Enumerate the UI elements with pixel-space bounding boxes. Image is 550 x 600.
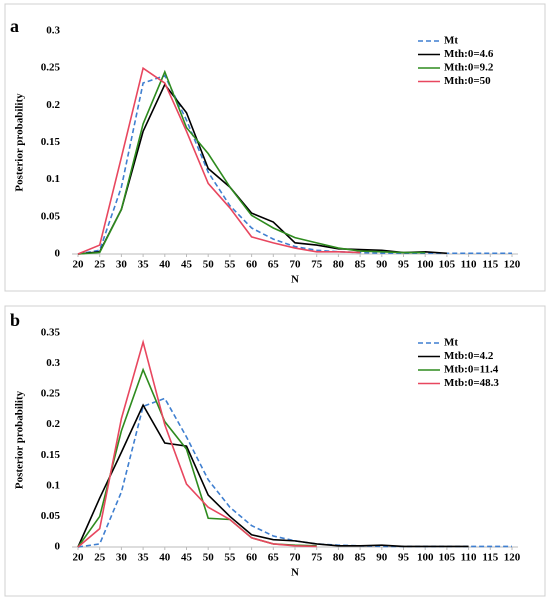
x-tick-label: 100 [417,259,434,271]
x-tick-label: 85 [355,259,367,271]
x-tick-label: 110 [461,552,477,564]
x-tick-label: 40 [159,259,171,271]
x-tick-label: 30 [116,259,128,271]
x-tick-label: 100 [417,552,434,564]
x-tick-label: 55 [224,259,236,271]
x-axis-title: N [291,567,299,579]
panel-frame [4,305,546,597]
y-tick-label: 0.2 [46,418,60,430]
x-tick-label: 25 [94,259,106,271]
y-tick-label: 0 [55,248,61,260]
x-tick-label: 70 [290,259,302,271]
y-tick-label: 0.05 [41,210,61,222]
x-tick-label: 75 [311,259,323,271]
x-tick-label: 55 [224,552,236,564]
legend-label: Mtb:0=4.2 [444,350,494,362]
y-tick-label: 0.25 [41,388,61,400]
x-tick-label: 115 [482,552,498,564]
x-tick-label: 85 [355,552,367,564]
y-tick-label: 0.3 [46,357,60,369]
x-axis-title: N [291,274,299,286]
x-tick-label: 65 [268,552,280,564]
series-line [77,74,512,255]
y-tick-label: 0.35 [41,327,61,339]
x-tick-label: 70 [290,552,302,564]
series-line [77,66,361,255]
x-tick-label: 120 [504,259,521,271]
y-axis-title: Posterior probability [14,390,26,489]
y-tick-label: 0.1 [46,479,60,491]
y-axis-title: Posterior probability [14,93,26,192]
x-tick-label: 45 [181,259,193,271]
series-line [77,82,447,255]
x-tick-label: 95 [398,552,410,564]
x-tick-label: 80 [333,552,345,564]
x-tick-label: 35 [138,259,150,271]
series-line [77,403,469,548]
panel-label: a [10,16,19,36]
x-tick-label: 110 [461,259,477,271]
x-tick-label: 45 [181,552,193,564]
y-tick-label: 0 [55,541,61,553]
y-tick-label: 0.3 [46,25,60,37]
y-tick-label: 0.1 [46,173,60,185]
x-tick-label: 65 [268,259,280,271]
y-tick-label: 0.15 [41,136,61,148]
x-tick-label: 95 [398,259,410,271]
x-tick-label: 120 [504,552,521,564]
x-tick-label: 90 [376,259,388,271]
series-line [77,339,317,548]
x-tick-label: 40 [159,552,171,564]
x-tick-label: 115 [482,259,498,271]
panel-frame [4,3,546,292]
x-tick-label: 30 [116,552,128,564]
legend-label: Mth:0=4.6 [444,48,494,60]
x-tick-label: 105 [439,259,456,271]
x-tick-label: 60 [246,552,258,564]
legend-label: Mtb:0=48.3 [444,377,499,389]
x-tick-label: 80 [333,259,345,271]
legend-label: Mth:0=9.2 [444,62,494,74]
y-tick-label: 0.2 [46,99,60,111]
x-tick-label: 50 [203,259,215,271]
x-tick-label: 20 [73,259,85,271]
y-tick-label: 0.15 [41,449,61,461]
x-tick-label: 105 [439,552,456,564]
x-tick-label: 50 [203,552,215,564]
x-tick-label: 60 [246,259,258,271]
x-tick-label: 75 [311,552,323,564]
x-tick-label: 25 [94,552,106,564]
legend-label: Mtb:0=11.4 [444,364,499,376]
x-tick-label: 90 [376,552,388,564]
legend-label: Mt [444,35,458,47]
y-tick-label: 0.05 [41,510,61,522]
panel-label: b [10,310,20,330]
series-line [77,397,512,548]
x-tick-label: 35 [138,552,150,564]
y-tick-label: 0.25 [41,62,61,74]
legend-label: Mt [444,337,458,349]
legend-label: Mth:0=50 [444,75,491,87]
x-tick-label: 20 [73,552,85,564]
series-line [77,69,426,255]
